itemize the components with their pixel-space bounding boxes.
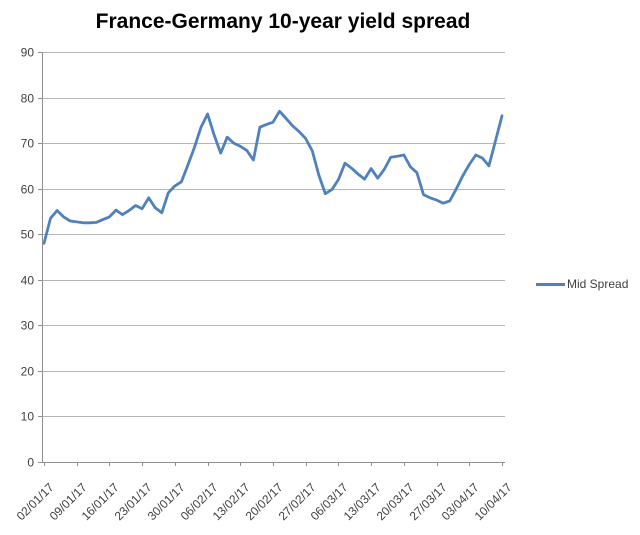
legend: Mid Spread: [536, 276, 628, 292]
y-axis-label: 50: [21, 228, 35, 242]
x-axis-label: 10/04/17: [472, 480, 515, 523]
y-axis-label: 90: [21, 46, 35, 60]
series-line-mid-spread: [42, 109, 504, 245]
legend-label: Mid Spread: [567, 277, 629, 291]
chart-title: France-Germany 10-year yield spread: [95, 10, 471, 33]
y-axis-label: 10: [21, 410, 35, 424]
y-axis-label: 30: [21, 319, 35, 333]
y-axis-label: 60: [21, 183, 35, 197]
y-axis-label: 20: [21, 365, 35, 379]
legend-line-sample: [536, 282, 565, 286]
y-axis-label: 0: [27, 456, 34, 470]
y-axis-label: 70: [21, 137, 35, 151]
y-axis-label: 40: [21, 274, 35, 288]
y-axis-label: 80: [21, 92, 35, 106]
